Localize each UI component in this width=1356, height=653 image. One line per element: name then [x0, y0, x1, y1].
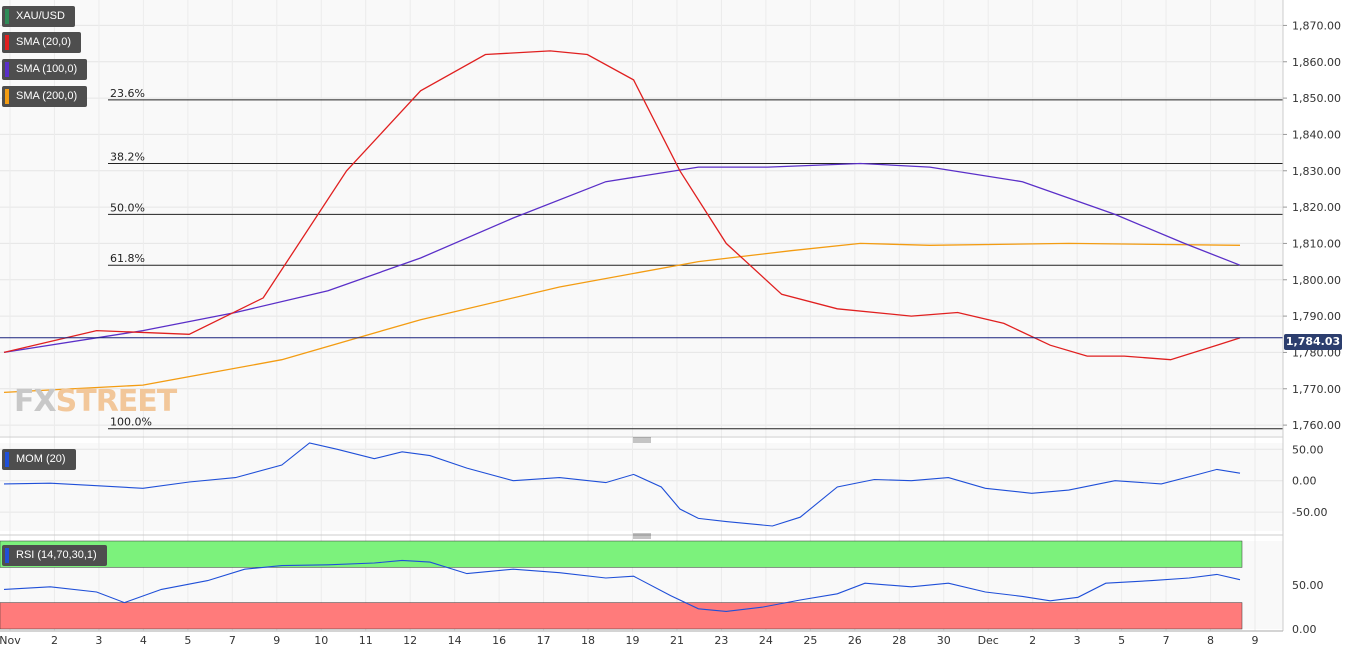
- legend-sma100-label: SMA (100,0): [16, 63, 78, 75]
- legend-mom[interactable]: MOM (20): [2, 449, 76, 470]
- fib-label: 23.6%: [110, 87, 145, 100]
- sma20-line: [3, 50, 1241, 361]
- mom-panel: [0, 443, 1283, 531]
- legend-sma200-label: SMA (200,0): [16, 90, 78, 102]
- time-tick-label: 9: [1252, 634, 1259, 647]
- time-tick-label: 7: [229, 634, 236, 647]
- legend-sma20[interactable]: SMA (20,0): [2, 32, 82, 53]
- sma200-line: [3, 242, 1241, 394]
- price-tick-label: 1,860.00: [1292, 56, 1341, 69]
- fib-label: 61.8%: [110, 252, 145, 265]
- rsi-swatch: [5, 548, 9, 563]
- sma200-swatch: [5, 89, 9, 104]
- price-tick-label: 1,800.00: [1292, 274, 1341, 287]
- time-tick-label: 12: [403, 634, 417, 647]
- price-tick-label: 1,830.00: [1292, 165, 1341, 178]
- mom-swatch: [5, 452, 9, 467]
- rsi-oversold-zone: [0, 602, 1243, 630]
- time-tick-label: 16: [492, 634, 506, 647]
- mom-tick-label: -50.00: [1292, 506, 1327, 519]
- rsi-zones: [0, 540, 1243, 630]
- legend-sma20-label: SMA (20,0): [16, 36, 72, 48]
- splitter-handle-2[interactable]: [633, 533, 651, 539]
- time-tick-label: 2: [51, 634, 58, 647]
- momentum-line: [3, 442, 1241, 527]
- mom-tick-label: 50.00: [1292, 443, 1324, 456]
- legend-symbol[interactable]: XAU/USD: [2, 6, 75, 27]
- axes: 1,870.00 1,860.00 1,850.00 1,840.00 1,830.00…: [0, 19, 1341, 647]
- mom-tick-label: 0.00: [1292, 475, 1317, 488]
- fib-label: 38.2%: [110, 151, 145, 164]
- time-tick-label: 11: [359, 634, 373, 647]
- time-tick-label: 24: [759, 634, 773, 647]
- time-tick-label: 5: [184, 634, 191, 647]
- time-tick-label: 17: [537, 634, 551, 647]
- time-tick-label: 5: [1118, 634, 1125, 647]
- fxstreet-watermark: FXSTREET: [14, 384, 177, 419]
- sma20-swatch: [5, 35, 9, 50]
- time-tick-label: Nov: [0, 634, 21, 647]
- price-tick-label: 1,870.00: [1292, 19, 1341, 32]
- price-tick-label: 1,790.00: [1292, 310, 1341, 323]
- moving-averages: [3, 50, 1241, 394]
- time-tick-label: 23: [714, 634, 728, 647]
- price-tick-label: 1,810.00: [1292, 237, 1341, 250]
- legend-mom-label: MOM (20): [16, 453, 66, 465]
- price-tick-label: 1,850.00: [1292, 92, 1341, 105]
- main-panel: [0, 0, 1283, 436]
- splitter-handle-1[interactable]: [633, 437, 651, 443]
- rsi-tick-label: 0.00: [1292, 623, 1317, 636]
- time-tick-label: 7: [1163, 634, 1170, 647]
- time-tick-label: 14: [448, 634, 462, 647]
- time-tick-label: 18: [581, 634, 595, 647]
- price-tick-label: 1,840.00: [1292, 128, 1341, 141]
- legend-sma100[interactable]: SMA (100,0): [2, 59, 88, 80]
- legend-rsi-label: RSI (14,70,30,1): [16, 549, 97, 561]
- price-tick-label: 1,770.00: [1292, 383, 1341, 396]
- time-tick-label: 2: [1029, 634, 1036, 647]
- time-tick-label: Dec: [978, 634, 999, 647]
- price-tick-label: 1,760.00: [1292, 419, 1341, 432]
- sma100-swatch: [5, 62, 9, 77]
- last-price-tag: 1,784.03: [1284, 334, 1342, 350]
- mom-series: [3, 442, 1241, 527]
- time-tick-label: 10: [314, 634, 328, 647]
- rsi-tick-label: 50.00: [1292, 579, 1324, 592]
- time-tick-label: 19: [626, 634, 640, 647]
- time-tick-label: 8: [1207, 634, 1214, 647]
- time-tick-label: 28: [892, 634, 906, 647]
- time-tick-label: 21: [670, 634, 684, 647]
- fib-label: 50.0%: [110, 201, 145, 214]
- legend-symbol-label: XAU/USD: [16, 10, 65, 22]
- rsi-overbought-zone: [0, 540, 1243, 568]
- rsi-line: [3, 559, 1241, 612]
- symbol-swatch: [5, 9, 9, 24]
- time-tick-label: 26: [848, 634, 862, 647]
- legend-rsi[interactable]: RSI (14,70,30,1): [2, 545, 107, 566]
- rsi-series: [3, 559, 1241, 612]
- fib-label: 100.0%: [110, 416, 152, 429]
- time-tick-label: 4: [140, 634, 147, 647]
- time-tick-label: 25: [803, 634, 817, 647]
- sma100-line: [3, 162, 1241, 354]
- price-tick-label: 1,820.00: [1292, 201, 1341, 214]
- time-tick-label: 3: [95, 634, 102, 647]
- legend-sma200[interactable]: SMA (200,0): [2, 86, 88, 107]
- fibonacci-levels: 23.6% 38.2% 50.0% 61.8% 100.0%: [108, 87, 1283, 430]
- time-tick-label: 9: [273, 634, 280, 647]
- time-tick-label: 3: [1074, 634, 1081, 647]
- time-tick-label: 30: [937, 634, 951, 647]
